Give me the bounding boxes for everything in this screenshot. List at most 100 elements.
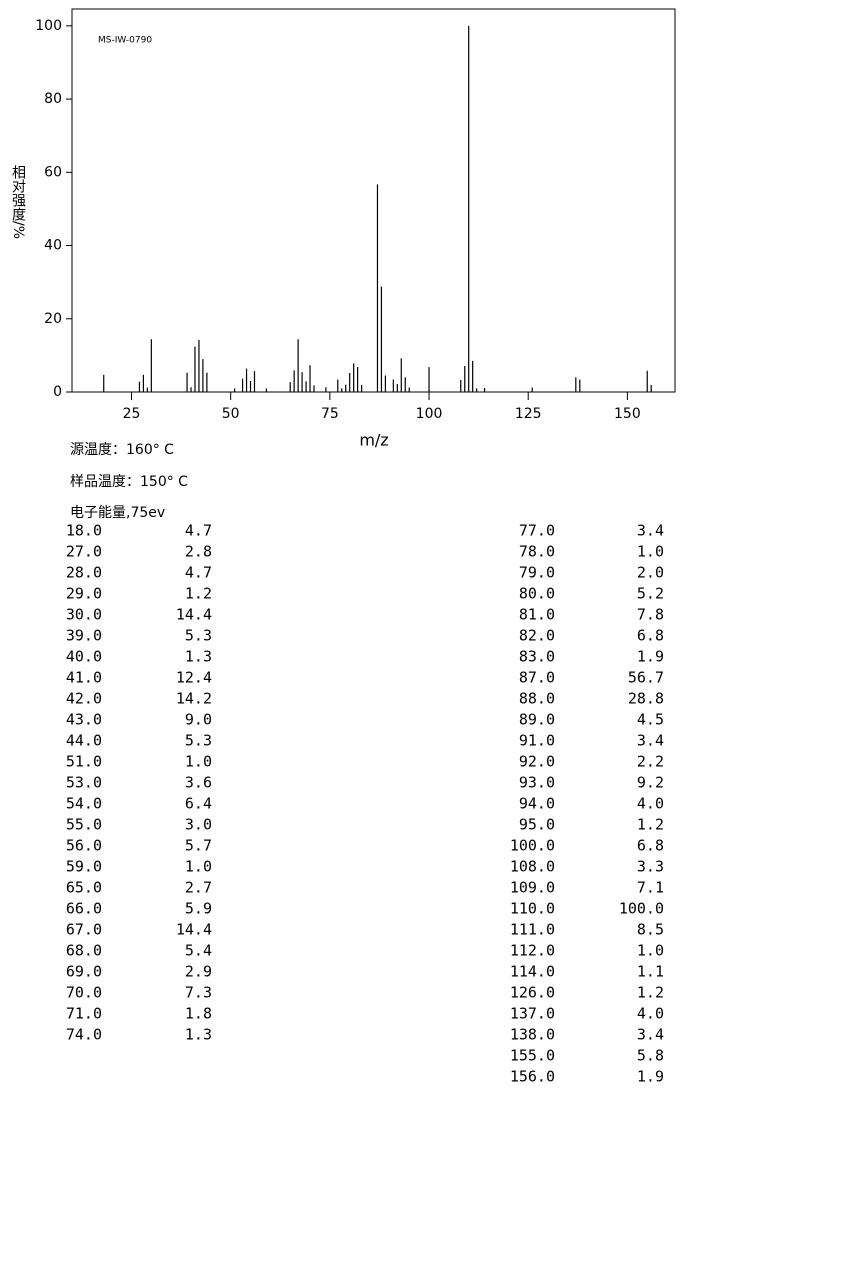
table-intensity: 14.4 (176, 606, 212, 624)
x-tick-label: 25 (123, 406, 141, 422)
table-intensity: 9.2 (637, 774, 664, 792)
table-intensity: 12.4 (176, 669, 212, 687)
table-mz: 108.0 (510, 858, 555, 876)
table-intensity: 1.3 (185, 648, 212, 666)
table-mz: 53.0 (66, 774, 102, 792)
x-tick-label: 125 (515, 406, 542, 422)
table-intensity: 1.0 (637, 543, 664, 561)
table-intensity: 2.7 (185, 879, 212, 897)
info-line: 源温度：160° C (70, 442, 174, 458)
chart-title: MS-IW-0790 (98, 36, 152, 46)
table-intensity: 5.3 (185, 732, 212, 750)
table-intensity: 7.8 (637, 606, 664, 624)
table-mz: 51.0 (66, 753, 102, 771)
table-mz: 82.0 (519, 627, 555, 645)
table-intensity: 3.4 (637, 732, 664, 750)
table-mz: 111.0 (510, 921, 555, 939)
table-intensity: 1.2 (637, 816, 664, 834)
table-mz: 29.0 (66, 585, 102, 603)
table-mz: 112.0 (510, 942, 555, 960)
table-intensity: 3.0 (185, 816, 212, 834)
table-mz: 74.0 (66, 1026, 102, 1044)
table-mz: 81.0 (519, 606, 555, 624)
x-tick-label: 100 (416, 406, 443, 422)
table-intensity: 14.2 (176, 690, 212, 708)
info-line: 样品温度：150° C (70, 474, 188, 490)
table-intensity: 8.5 (637, 921, 664, 939)
table-mz: 28.0 (66, 564, 102, 582)
table-mz: 39.0 (66, 627, 102, 645)
table-intensity: 1.3 (185, 1026, 212, 1044)
table-mz: 83.0 (519, 648, 555, 666)
table-intensity: 3.4 (637, 522, 664, 540)
table-mz: 87.0 (519, 669, 555, 687)
table-mz: 94.0 (519, 795, 555, 813)
table-mz: 114.0 (510, 963, 555, 981)
table-intensity: 6.8 (637, 627, 664, 645)
table-intensity: 1.9 (637, 648, 664, 666)
table-mz: 156.0 (510, 1068, 555, 1086)
table-mz: 55.0 (66, 816, 102, 834)
table-intensity: 9.0 (185, 711, 212, 729)
table-intensity: 5.8 (637, 1047, 664, 1065)
table-mz: 43.0 (66, 711, 102, 729)
y-tick-label: 40 (44, 238, 62, 254)
y-tick-label: 100 (35, 18, 62, 34)
table-mz: 18.0 (66, 522, 102, 540)
table-intensity: 6.4 (185, 795, 212, 813)
table-mz: 137.0 (510, 1005, 555, 1023)
plot-frame (71, 8, 676, 393)
table-mz: 70.0 (66, 984, 102, 1002)
table-intensity: 5.7 (185, 837, 212, 855)
table-intensity: 3.3 (637, 858, 664, 876)
table-intensity: 1.1 (637, 963, 664, 981)
table-intensity: 4.7 (185, 564, 212, 582)
table-intensity: 14.4 (176, 921, 212, 939)
table-mz: 91.0 (519, 732, 555, 750)
table-intensity: 5.4 (185, 942, 212, 960)
table-intensity: 5.3 (185, 627, 212, 645)
table-mz: 42.0 (66, 690, 102, 708)
table-intensity: 4.0 (637, 1005, 664, 1023)
table-intensity: 1.2 (185, 585, 212, 603)
y-tick-label: 20 (44, 311, 62, 327)
table-mz: 69.0 (66, 963, 102, 981)
table-intensity: 1.9 (637, 1068, 664, 1086)
table-mz: 30.0 (66, 606, 102, 624)
table-intensity: 4.0 (637, 795, 664, 813)
table-intensity: 5.9 (185, 900, 212, 918)
x-tick-label: 150 (614, 406, 641, 422)
x-axis-label: m/z (359, 431, 388, 450)
table-intensity: 6.8 (637, 837, 664, 855)
y-tick-label: 60 (44, 164, 62, 180)
table-intensity: 56.7 (628, 669, 664, 687)
table-mz: 100.0 (510, 837, 555, 855)
table-mz: 88.0 (519, 690, 555, 708)
x-tick-label: 50 (222, 406, 240, 422)
table-intensity: 28.8 (628, 690, 664, 708)
table-intensity: 7.1 (637, 879, 664, 897)
table-mz: 95.0 (519, 816, 555, 834)
table-mz: 93.0 (519, 774, 555, 792)
table-intensity: 2.2 (637, 753, 664, 771)
table-mz: 79.0 (519, 564, 555, 582)
table-intensity: 4.5 (637, 711, 664, 729)
y-tick-label: 0 (53, 384, 62, 400)
table-mz: 54.0 (66, 795, 102, 813)
table-intensity: 4.7 (185, 522, 212, 540)
table-mz: 41.0 (66, 669, 102, 687)
y-axis-label: 相对强度/% (10, 165, 26, 239)
table-mz: 65.0 (66, 879, 102, 897)
table-intensity: 5.2 (637, 585, 664, 603)
table-intensity: 1.0 (637, 942, 664, 960)
table-intensity: 3.4 (637, 1026, 664, 1044)
table-mz: 109.0 (510, 879, 555, 897)
table-mz: 66.0 (66, 900, 102, 918)
table-mz: 155.0 (510, 1047, 555, 1065)
table-mz: 67.0 (66, 921, 102, 939)
x-tick-label: 75 (321, 406, 339, 422)
table-mz: 126.0 (510, 984, 555, 1002)
table-intensity: 1.0 (185, 753, 212, 771)
table-intensity: 1.2 (637, 984, 664, 1002)
